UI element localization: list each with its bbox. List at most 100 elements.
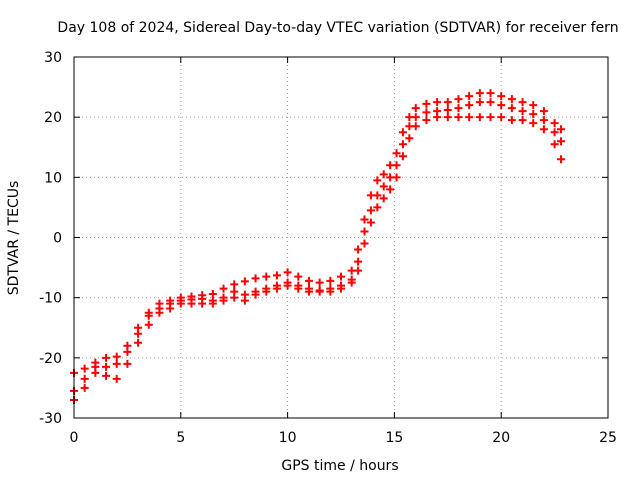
- data-point: [422, 116, 431, 125]
- data-point: [518, 107, 527, 116]
- data-point: [272, 271, 281, 280]
- data-point: [294, 284, 303, 293]
- data-point: [208, 299, 217, 308]
- data-point: [398, 140, 407, 149]
- data-point: [112, 359, 121, 368]
- data-point: [230, 280, 239, 289]
- chart-title: Day 108 of 2024, Sidereal Day-to-day VTE…: [57, 20, 618, 36]
- data-point: [557, 125, 566, 134]
- data-point: [176, 299, 185, 308]
- data-point: [379, 170, 388, 179]
- data-point: [347, 278, 356, 287]
- data-point: [433, 98, 442, 107]
- data-point: [144, 320, 153, 329]
- data-point: [486, 89, 495, 98]
- data-point: [102, 371, 111, 380]
- data-point: [486, 113, 495, 122]
- data-point: [379, 194, 388, 203]
- data-point: [411, 122, 420, 131]
- data-point: [539, 116, 548, 125]
- data-point: [373, 191, 382, 200]
- data-points: [70, 89, 566, 404]
- data-point: [539, 107, 548, 116]
- data-point: [443, 98, 452, 107]
- data-point: [251, 274, 260, 283]
- data-point: [443, 105, 452, 114]
- data-point: [134, 329, 143, 338]
- tick-labels: 0 5 10 15 20 25 -30 -20 -10 0 10 20 30: [39, 50, 617, 446]
- data-point: [144, 311, 153, 320]
- data-point: [80, 383, 89, 392]
- data-point: [507, 116, 516, 125]
- data-point: [507, 104, 516, 113]
- data-point: [497, 113, 506, 122]
- data-point: [354, 257, 363, 266]
- data-point: [366, 218, 375, 227]
- data-point: [475, 89, 484, 98]
- data-point: [411, 104, 420, 113]
- data-point: [465, 113, 474, 122]
- data-point: [230, 293, 239, 302]
- data-point: [465, 101, 474, 110]
- data-point: [112, 352, 121, 361]
- y-tick-label: 10: [44, 170, 62, 186]
- data-point: [337, 272, 345, 281]
- data-point: [102, 362, 111, 371]
- data-point: [557, 137, 566, 146]
- data-point: [373, 203, 382, 212]
- data-point: [155, 308, 164, 317]
- data-point: [294, 272, 303, 281]
- data-point: [219, 296, 228, 305]
- y-tick-label: 30: [44, 50, 62, 66]
- data-point: [454, 95, 463, 104]
- data-point: [251, 290, 260, 299]
- data-point: [262, 272, 271, 281]
- data-point: [373, 176, 382, 185]
- data-point: [91, 368, 100, 377]
- data-point: [433, 113, 442, 122]
- data-point: [283, 268, 292, 277]
- x-tick-label: 10: [279, 430, 297, 446]
- data-point: [392, 161, 401, 170]
- data-point: [123, 359, 132, 368]
- data-point: [550, 140, 559, 149]
- data-point: [497, 92, 506, 101]
- data-point: [529, 101, 538, 110]
- data-point: [529, 119, 538, 128]
- y-tick-label: -10: [39, 291, 62, 307]
- data-point: [360, 227, 369, 236]
- data-point: [337, 284, 345, 293]
- data-point: [123, 347, 132, 356]
- data-point: [166, 304, 175, 313]
- data-point: [475, 113, 484, 122]
- data-point: [304, 287, 313, 296]
- y-tick-label: 0: [53, 231, 62, 247]
- data-point: [386, 185, 395, 194]
- data-point: [550, 128, 559, 137]
- data-point: [422, 99, 431, 108]
- data-point: [507, 95, 516, 104]
- data-point: [539, 125, 548, 134]
- data-point: [283, 281, 292, 290]
- data-point: [326, 276, 335, 285]
- y-tick-label: 20: [44, 110, 62, 126]
- data-point: [392, 173, 401, 182]
- data-point: [360, 239, 369, 248]
- x-tick-label: 20: [492, 430, 510, 446]
- axis-ticks: [73, 56, 609, 419]
- data-point: [422, 108, 431, 117]
- data-point: [518, 98, 527, 107]
- data-point: [398, 152, 407, 161]
- data-point: [326, 287, 335, 296]
- data-point: [518, 116, 527, 125]
- data-point: [557, 155, 566, 164]
- data-point: [550, 119, 559, 128]
- series-track-c: [70, 113, 566, 404]
- data-point: [272, 284, 281, 293]
- data-point: [529, 110, 538, 119]
- data-point: [187, 299, 196, 308]
- data-point: [102, 353, 111, 362]
- data-point: [354, 245, 363, 254]
- data-point: [198, 299, 207, 308]
